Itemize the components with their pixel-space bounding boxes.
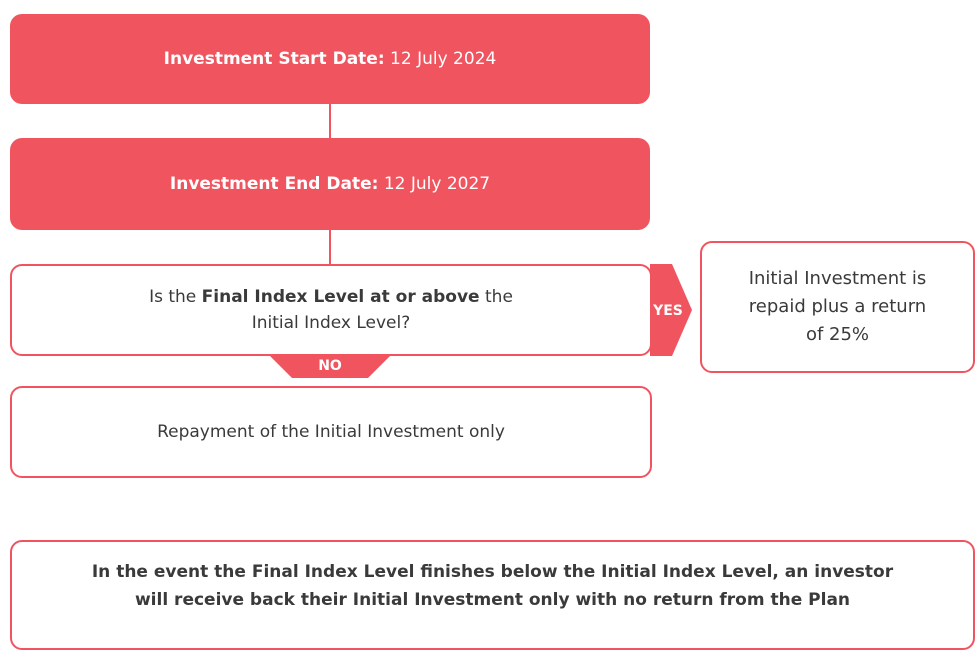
note-box: In the event the Final Index Level finis…: [10, 540, 975, 650]
yes-label: YES: [652, 303, 683, 319]
question-box: Is the Final Index Level at or above the…: [10, 264, 652, 356]
label: Investment Start Date:: [163, 49, 385, 69]
text-line: Initial Investment is: [748, 268, 927, 289]
value: 12 July 2024: [390, 49, 497, 69]
bold-text: Final Index Level at or above: [201, 287, 480, 307]
connector: [329, 230, 331, 264]
end-text: Investment End Date: 12 July 2027: [170, 171, 490, 197]
no-arrow: [268, 354, 392, 378]
text-line: will receive back their Initial Investme…: [134, 590, 851, 610]
end-box: Investment End Date: 12 July 2027: [10, 138, 650, 230]
arrows: YES NO: [268, 264, 692, 378]
text-line: repaid plus a return: [748, 296, 927, 317]
text: the: [485, 287, 513, 307]
text: Repayment of the Initial Investment only: [157, 422, 505, 442]
text: Is the: [149, 287, 197, 307]
yes-box: Initial Investment is repaid plus a retu…: [700, 241, 975, 373]
start-box: Investment Start Date: 12 July 2024: [10, 14, 650, 104]
connector: [329, 104, 331, 138]
label: Investment End Date:: [169, 174, 379, 194]
value: 12 July 2027: [383, 174, 491, 194]
no-label: NO: [318, 358, 342, 374]
text-line: of 25%: [805, 324, 870, 345]
no-box: Repayment of the Initial Investment only: [10, 386, 652, 478]
question-line: Is the Final Index Level at or above the: [149, 284, 513, 310]
start-text: Investment Start Date: 12 July 2024: [164, 46, 497, 72]
page: Investment Start Date: 12 July 2024 Inve…: [10, 14, 975, 650]
question-line: Initial Index Level?: [251, 313, 411, 333]
yes-arrow: [650, 264, 692, 356]
text-line: In the event the Final Index Level finis…: [91, 562, 894, 582]
